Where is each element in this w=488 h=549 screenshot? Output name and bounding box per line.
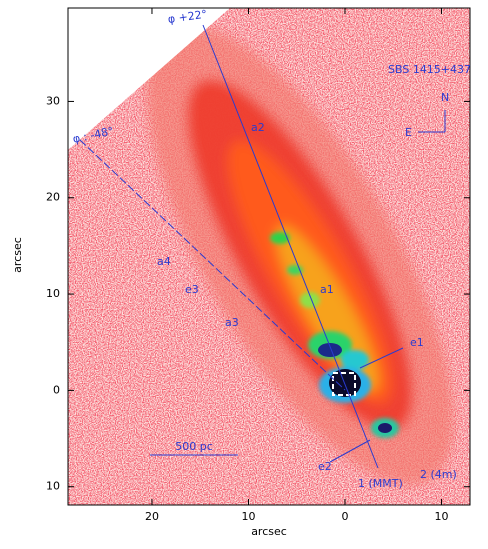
region-label: a1 <box>320 283 334 296</box>
plot-frame <box>67 7 471 506</box>
x-tick-label: 0 <box>342 510 349 523</box>
region-label: e2 <box>318 460 332 473</box>
x-tick-label: 10 <box>241 510 255 523</box>
y-tick-label: 10 <box>46 287 60 300</box>
region-label: a3 <box>225 316 239 329</box>
spectrum-label: 1 (MMT) <box>358 477 403 490</box>
image <box>68 8 470 505</box>
region-label: a4 <box>157 255 171 268</box>
region-label: e3 <box>185 283 199 296</box>
spectrum-label: 2 (4m) <box>420 468 457 481</box>
region-label: e1 <box>410 336 424 349</box>
region-label: a2 <box>251 121 265 134</box>
compass-east: E <box>405 126 412 139</box>
y-tick-label: 30 <box>46 94 60 107</box>
y-axis-label: arcsec <box>11 237 24 273</box>
x-tick-label: 10 <box>435 510 449 523</box>
scale-bar-label: 500 pc <box>175 440 213 453</box>
y-tick-label: 0 <box>53 383 60 396</box>
y-tick-label: 10 <box>46 480 60 493</box>
x-axis-label: arcsec <box>251 525 287 538</box>
object-name: SBS 1415+437 <box>388 63 471 76</box>
x-tick-label: 20 <box>145 510 159 523</box>
slit-label: φ +22° <box>167 8 208 26</box>
compass-north: N <box>441 91 449 104</box>
y-tick-label: 20 <box>46 191 60 204</box>
